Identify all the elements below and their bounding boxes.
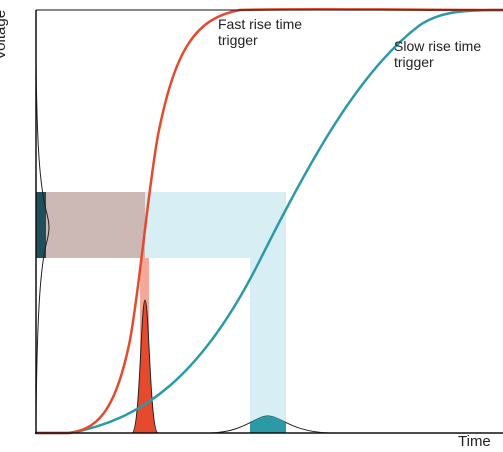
slow-time-uncertainty-band xyxy=(250,192,286,433)
slow-trigger-label-line2: trigger xyxy=(394,54,481,70)
y-axis-label: Voltage xyxy=(0,10,9,60)
slow-trigger-label: Slow rise time trigger xyxy=(394,38,481,70)
voltage-band-fast-section xyxy=(36,192,145,258)
fast-trigger-label-line1: Fast rise time xyxy=(218,16,302,32)
x-axis-label: Time xyxy=(458,433,491,450)
fast-jitter-distribution xyxy=(132,300,158,433)
fast-trigger-label-line2: trigger xyxy=(218,32,302,48)
fast-trigger-label: Fast rise time trigger xyxy=(218,16,302,48)
slow-trigger-label-line1: Slow rise time xyxy=(394,38,481,54)
